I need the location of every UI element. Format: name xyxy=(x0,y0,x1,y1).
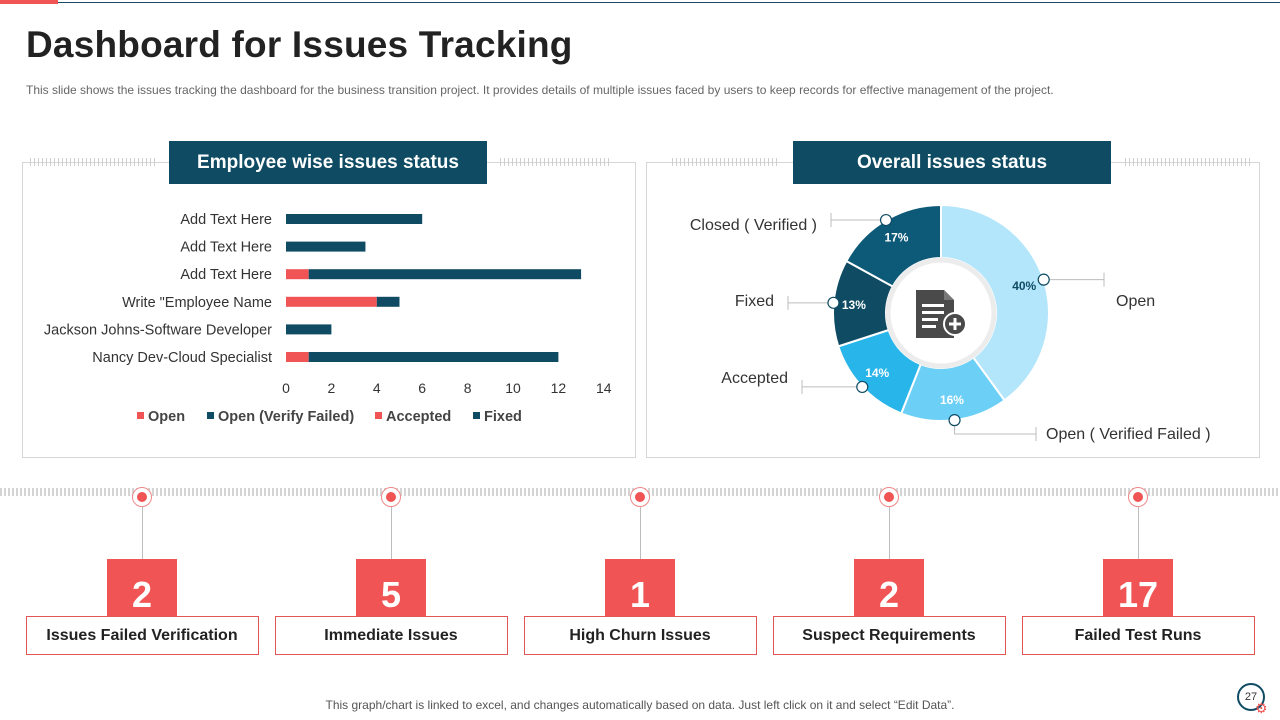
kpi-value: 2 xyxy=(854,559,924,617)
x-tick-label: 2 xyxy=(328,380,336,396)
kpi-label: High Churn Issues xyxy=(523,616,757,655)
callout-line xyxy=(954,420,1036,435)
page-number: 27 xyxy=(1237,683,1265,711)
bar-segment xyxy=(376,296,400,307)
gear-icon: ⚙ xyxy=(1255,700,1268,716)
page-title: Dashboard for Issues Tracking xyxy=(26,24,573,65)
top-rule xyxy=(0,2,1280,3)
slice-percent-label: 16% xyxy=(940,393,964,407)
employee-chart-panel xyxy=(22,162,636,458)
slice-percent-label: 14% xyxy=(865,366,889,380)
timeline-marker xyxy=(1128,487,1148,507)
bar-segment xyxy=(308,352,559,362)
footer-note: This graph/chart is linked to excel, and… xyxy=(325,698,955,712)
x-tick-label: 0 xyxy=(282,380,290,396)
header-decoration-right xyxy=(500,158,610,166)
x-tick-label: 10 xyxy=(505,380,521,396)
kpi-value: 17 xyxy=(1103,559,1173,617)
bar-segment xyxy=(286,214,423,224)
timeline-marker xyxy=(381,487,401,507)
legend-swatch xyxy=(375,412,382,419)
legend-label: Open (Verify Failed) xyxy=(218,409,354,425)
document-add-icon xyxy=(916,290,967,338)
category-label: Add Text Here xyxy=(180,212,272,228)
category-label: Add Text Here xyxy=(180,267,272,283)
header-decoration-left xyxy=(30,158,155,166)
slice-category-label: Accepted xyxy=(721,370,788,387)
employee-bar-chart: Add Text Here Add Text Here Add Text Here W… xyxy=(44,212,612,425)
callout-marker xyxy=(879,213,893,227)
legend-label: Accepted xyxy=(386,409,451,425)
employee-chart-header: Employee wise issues status xyxy=(169,141,487,184)
category-label: Add Text Here xyxy=(180,240,272,256)
x-tick-label: 6 xyxy=(418,380,426,396)
bar-segment xyxy=(286,296,377,307)
kpi-value: 5 xyxy=(356,559,426,617)
page-subtitle: This slide shows the issues tracking the… xyxy=(26,83,1054,97)
timeline-stem xyxy=(640,507,641,559)
timeline-marker xyxy=(630,487,650,507)
overall-donut-chart: 40% 16% 14% 13% 17% Open Open ( Verified Faile… xyxy=(690,203,1211,443)
top-accent-bar xyxy=(0,0,58,4)
bar-segment xyxy=(286,269,309,280)
header-decoration-right xyxy=(1125,158,1250,166)
legend-label: Open xyxy=(148,409,185,425)
slice-percent-label: 40% xyxy=(1012,279,1036,293)
bar-segment xyxy=(286,352,309,362)
slice-category-label: Open xyxy=(1116,293,1155,310)
x-tick-label: 14 xyxy=(596,380,612,396)
category-label: Write "Employee Name xyxy=(122,295,272,311)
legend-swatch xyxy=(137,412,144,419)
kpi-value: 1 xyxy=(605,559,675,617)
kpi-value: 2 xyxy=(107,559,177,617)
header-decoration-left xyxy=(672,158,780,166)
callout-marker xyxy=(1037,273,1050,286)
slice-category-label: Open ( Verified Failed ) xyxy=(1046,426,1211,443)
bar-segment xyxy=(286,241,366,252)
bar-segment xyxy=(308,269,582,280)
kpi-label: Failed Test Runs xyxy=(1021,616,1255,655)
callout-marker xyxy=(948,414,961,427)
kpi-label: Suspect Requirements xyxy=(772,616,1006,655)
slice-percent-label: 17% xyxy=(884,231,908,245)
timeline-marker xyxy=(879,487,899,507)
timeline-stem xyxy=(1138,507,1139,559)
legend-swatch xyxy=(473,412,480,419)
kpi-label: Immediate Issues xyxy=(274,616,508,655)
legend-label: Fixed xyxy=(484,409,522,425)
category-label: Jackson Johns-Software Developer xyxy=(44,322,272,338)
overall-chart-header: Overall issues status xyxy=(793,141,1111,184)
callout-marker xyxy=(827,296,840,309)
callout-marker xyxy=(856,380,869,394)
legend-swatch xyxy=(207,412,214,419)
slice-percent-label: 13% xyxy=(842,298,866,312)
category-label: Nancy Dev-Cloud Specialist xyxy=(92,350,272,366)
timeline-stem xyxy=(142,507,143,559)
x-tick-label: 4 xyxy=(373,380,381,396)
timeline-stem xyxy=(391,507,392,559)
timeline-marker xyxy=(132,487,152,507)
bar-segment xyxy=(286,324,332,335)
kpi-label: Issues Failed Verification xyxy=(25,616,259,655)
x-tick-label: 12 xyxy=(551,380,567,396)
timeline-stem xyxy=(889,507,890,559)
slice-category-label: Fixed xyxy=(735,293,774,310)
slice-category-label: Closed ( Verified ) xyxy=(690,217,817,234)
x-tick-label: 8 xyxy=(464,380,472,396)
